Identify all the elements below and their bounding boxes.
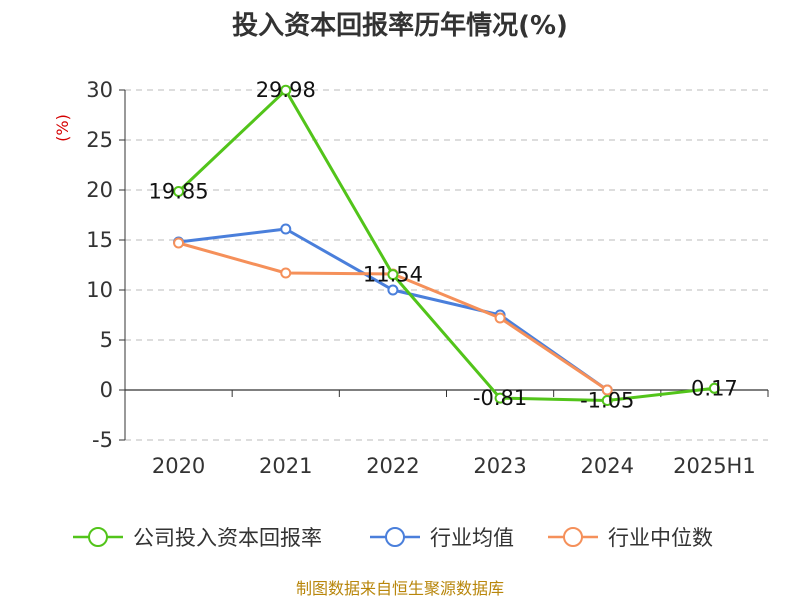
legend-label: 公司投入资本回报率 xyxy=(133,526,322,550)
y-axis-unit-label: (%) xyxy=(53,114,72,142)
chart-title: 投入资本回报率历年情况(%) xyxy=(232,10,568,41)
gridlines xyxy=(125,89,768,441)
legend-label: 行业中位数 xyxy=(608,526,713,550)
data-point xyxy=(601,395,613,406)
series-line xyxy=(177,227,609,392)
data-point xyxy=(387,284,399,296)
data-label: 0.17 xyxy=(691,376,738,400)
series-0 xyxy=(173,84,720,406)
legend-marker xyxy=(385,527,405,547)
data-label: 11.54 xyxy=(363,263,423,287)
series-lines xyxy=(173,84,720,406)
legend-marker xyxy=(563,527,583,547)
legend-item-0: 公司投入资本回报率 xyxy=(73,526,322,550)
y-tick-label: 15 xyxy=(86,228,113,252)
x-tick-label: 2023 xyxy=(473,454,526,478)
x-tick-label: 2024 xyxy=(581,454,634,478)
data-point xyxy=(173,186,185,197)
y-tick-label: 0 xyxy=(100,378,113,402)
x-tick-label: 2020 xyxy=(152,454,205,478)
data-point xyxy=(494,312,506,324)
x-tick-label: 2025H1 xyxy=(673,454,756,478)
data-point xyxy=(280,223,292,235)
legend-label: 行业均值 xyxy=(430,526,514,550)
y-tick-label: 5 xyxy=(100,328,113,352)
data-point xyxy=(173,237,185,249)
y-tick-label: -5 xyxy=(92,428,113,452)
data-point xyxy=(387,269,399,281)
y-tick-label: 30 xyxy=(86,78,113,102)
series-line xyxy=(177,88,716,402)
data-labels: 19.85 29.98 11.54 -0.81 -1.05 0.17 xyxy=(149,78,738,412)
legend: 公司投入资本回报率 行业均值 行业中位数 xyxy=(73,526,713,550)
source-note: 制图数据来自恒生聚源数据库 xyxy=(296,579,504,598)
legend-item-2: 行业中位数 xyxy=(548,526,713,550)
y-tick-label: 10 xyxy=(86,278,113,302)
data-point xyxy=(280,84,292,96)
data-label: -0.81 xyxy=(473,386,527,410)
y-tick-label: 20 xyxy=(86,178,113,202)
x-tick-label: 2022 xyxy=(366,454,419,478)
data-point xyxy=(494,392,506,404)
x-tick-label: 2021 xyxy=(259,454,312,478)
series-1 xyxy=(173,223,613,396)
data-label: -1.05 xyxy=(580,389,634,413)
legend-marker xyxy=(88,527,108,547)
data-label: 19.85 xyxy=(149,180,209,204)
legend-item-1: 行业均值 xyxy=(370,526,514,550)
axes: -5 0 5 10 15 20 25 30 2020 2021 2022 2023 2024 2025H1 xyxy=(86,78,769,478)
data-point xyxy=(280,267,292,279)
data-point xyxy=(601,384,613,396)
data-label: 29.98 xyxy=(256,78,316,102)
y-tick-label: 25 xyxy=(86,128,113,152)
data-point xyxy=(708,382,720,394)
